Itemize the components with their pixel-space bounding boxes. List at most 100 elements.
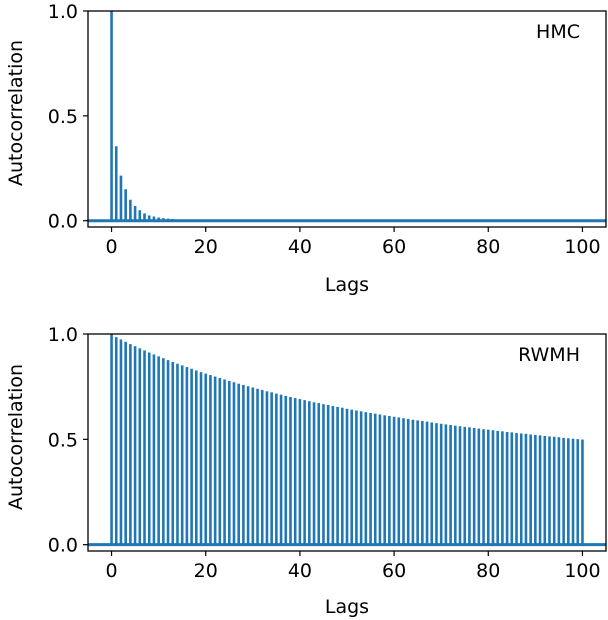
bar-hmc-lag-4: [129, 199, 132, 221]
bar-rwmh-lag-20: [204, 373, 208, 545]
bar-rwmh-lag-46: [326, 405, 330, 545]
bar-rwmh-lag-87: [519, 433, 523, 545]
bar-hmc-lag-7: [143, 213, 146, 221]
y-tick-label-hmc-0: 0.0: [48, 211, 78, 233]
bar-hmc-lag-0: [110, 11, 113, 221]
bar-rwmh-lag-62: [402, 418, 405, 545]
y-tick-label-rwmh-0: 0.0: [48, 535, 78, 557]
axes-frame-hmc: [87, 10, 607, 228]
bar-rwmh-lag-73: [454, 425, 457, 545]
bar-rwmh-lag-11: [162, 358, 165, 545]
bar-rwmh-lag-54: [364, 412, 368, 545]
bar-rwmh-lag-26: [232, 382, 236, 545]
bar-rwmh-lag-37: [284, 395, 288, 545]
bar-rwmh-lag-24: [223, 379, 226, 545]
x-tick-label-hmc-80: 80: [476, 236, 500, 258]
bar-rwmh-lag-45: [322, 404, 325, 545]
bar-rwmh-lag-68: [430, 422, 434, 545]
panel-label-rwmh: RWMH: [518, 344, 580, 366]
bar-rwmh-lag-98: [571, 438, 575, 545]
bar-rwmh-lag-89: [529, 434, 532, 545]
x-tick-label-rwmh-0: 0: [105, 560, 117, 582]
bar-hmc-lag-10: [157, 217, 160, 221]
bar-rwmh-lag-5: [133, 346, 137, 545]
bar-rwmh-lag-53: [359, 411, 363, 545]
bar-rwmh-lag-99: [576, 439, 580, 545]
bar-rwmh-lag-96: [562, 437, 565, 545]
bar-hmc-lag-5: [133, 206, 137, 221]
bar-rwmh-lag-60: [392, 416, 396, 545]
x-axis-label-hmc: Lags: [325, 274, 369, 296]
panel-label-hmc: HMC: [536, 21, 580, 43]
bar-rwmh-lag-64: [411, 419, 415, 545]
bar-rwmh-lag-69: [435, 423, 438, 545]
bar-rwmh-lag-50: [345, 408, 349, 545]
bar-rwmh-lag-44: [317, 403, 321, 545]
bar-hmc-lag-8: [147, 215, 151, 221]
bar-rwmh-lag-92: [543, 435, 547, 545]
bar-rwmh-lag-28: [242, 384, 245, 545]
bar-rwmh-lag-65: [416, 420, 419, 545]
bar-rwmh-lag-19: [199, 372, 203, 545]
bar-rwmh-lag-31: [256, 388, 259, 545]
plot-area-rwmh: 0 20 40 60 80 100 0.0 0.5 1.0: [48, 324, 607, 582]
x-tick-label-rwmh-100: 100: [564, 560, 600, 582]
bar-rwmh-lag-2: [119, 339, 123, 545]
x-tick-label-rwmh-40: 40: [288, 560, 312, 582]
x-tick-label-hmc-40: 40: [288, 236, 312, 258]
bar-rwmh-lag-85: [510, 432, 514, 545]
bar-rwmh-lag-95: [557, 437, 561, 545]
bar-rwmh-lag-82: [496, 430, 499, 545]
bar-rwmh-lag-100: [581, 439, 584, 545]
y-tick-label-rwmh-2: 1.0: [48, 324, 78, 346]
bar-rwmh-lag-90: [534, 434, 537, 545]
bar-rwmh-lag-47: [331, 406, 335, 545]
bar-rwmh-lag-83: [501, 431, 504, 545]
bar-rwmh-lag-42: [308, 401, 311, 545]
bar-rwmh-lag-59: [388, 415, 391, 545]
bar-rwmh-lag-67: [425, 421, 429, 545]
bar-rwmh-lag-32: [260, 390, 264, 545]
x-tick-label-rwmh-80: 80: [476, 560, 500, 582]
bar-rwmh-lag-29: [246, 386, 250, 545]
bar-rwmh-lag-0: [110, 334, 113, 545]
bar-rwmh-lag-93: [548, 436, 551, 545]
bar-rwmh-lag-81: [491, 430, 495, 545]
y-axis-label-hmc: Autocorrelation: [5, 40, 27, 186]
bar-rwmh-lag-27: [237, 383, 240, 545]
bar-rwmh-lag-15: [180, 365, 184, 545]
bar-hmc-lag-9: [152, 216, 156, 221]
bar-hmc-lag-6: [138, 210, 142, 221]
bar-rwmh-lag-34: [270, 392, 273, 545]
bar-hmc-lag-1: [114, 146, 118, 221]
bar-rwmh-lag-52: [355, 410, 358, 545]
panel-hmc: 0 20 40 60 80 100 0.0 0.5 1.0 HMC Lags Autocorre…: [5, 1, 607, 296]
bar-rwmh-lag-9: [152, 354, 156, 545]
bar-rwmh-lag-22: [213, 376, 217, 545]
x-tick-label-hmc-20: 20: [194, 236, 218, 258]
x-axis-label-rwmh: Lags: [325, 596, 369, 618]
bar-rwmh-lag-14: [176, 363, 179, 545]
panel-rwmh: 0 20 40 60 80 100 0.0 0.5 1.0 RWMH Lags Autocorr…: [5, 324, 607, 618]
bar-rwmh-lag-35: [275, 393, 278, 545]
bar-rwmh-lag-39: [293, 398, 297, 545]
bar-rwmh-lag-80: [486, 429, 490, 545]
bar-rwmh-lag-25: [227, 380, 231, 545]
x-tick-label-hmc-0: 0: [105, 236, 117, 258]
x-tick-label-rwmh-60: 60: [382, 560, 406, 582]
bar-rwmh-lag-71: [444, 424, 448, 545]
bar-rwmh-lag-76: [468, 427, 471, 545]
bar-rwmh-lag-84: [505, 431, 509, 545]
bar-rwmh-lag-17: [190, 368, 193, 545]
bar-rwmh-lag-55: [369, 413, 372, 545]
bar-rwmh-lag-8: [147, 352, 151, 545]
bar-rwmh-lag-78: [477, 428, 481, 545]
bar-rwmh-lag-72: [449, 425, 452, 545]
bar-rwmh-lag-58: [383, 415, 386, 545]
bar-rwmh-lag-43: [312, 402, 316, 545]
y-axis-label-rwmh: Autocorrelation: [5, 364, 27, 510]
y-tick-label-rwmh-1: 0.5: [48, 429, 78, 451]
bar-rwmh-lag-48: [336, 406, 339, 545]
y-tick-label-hmc-2: 1.0: [48, 1, 78, 23]
x-tick-label-rwmh-20: 20: [194, 560, 218, 582]
